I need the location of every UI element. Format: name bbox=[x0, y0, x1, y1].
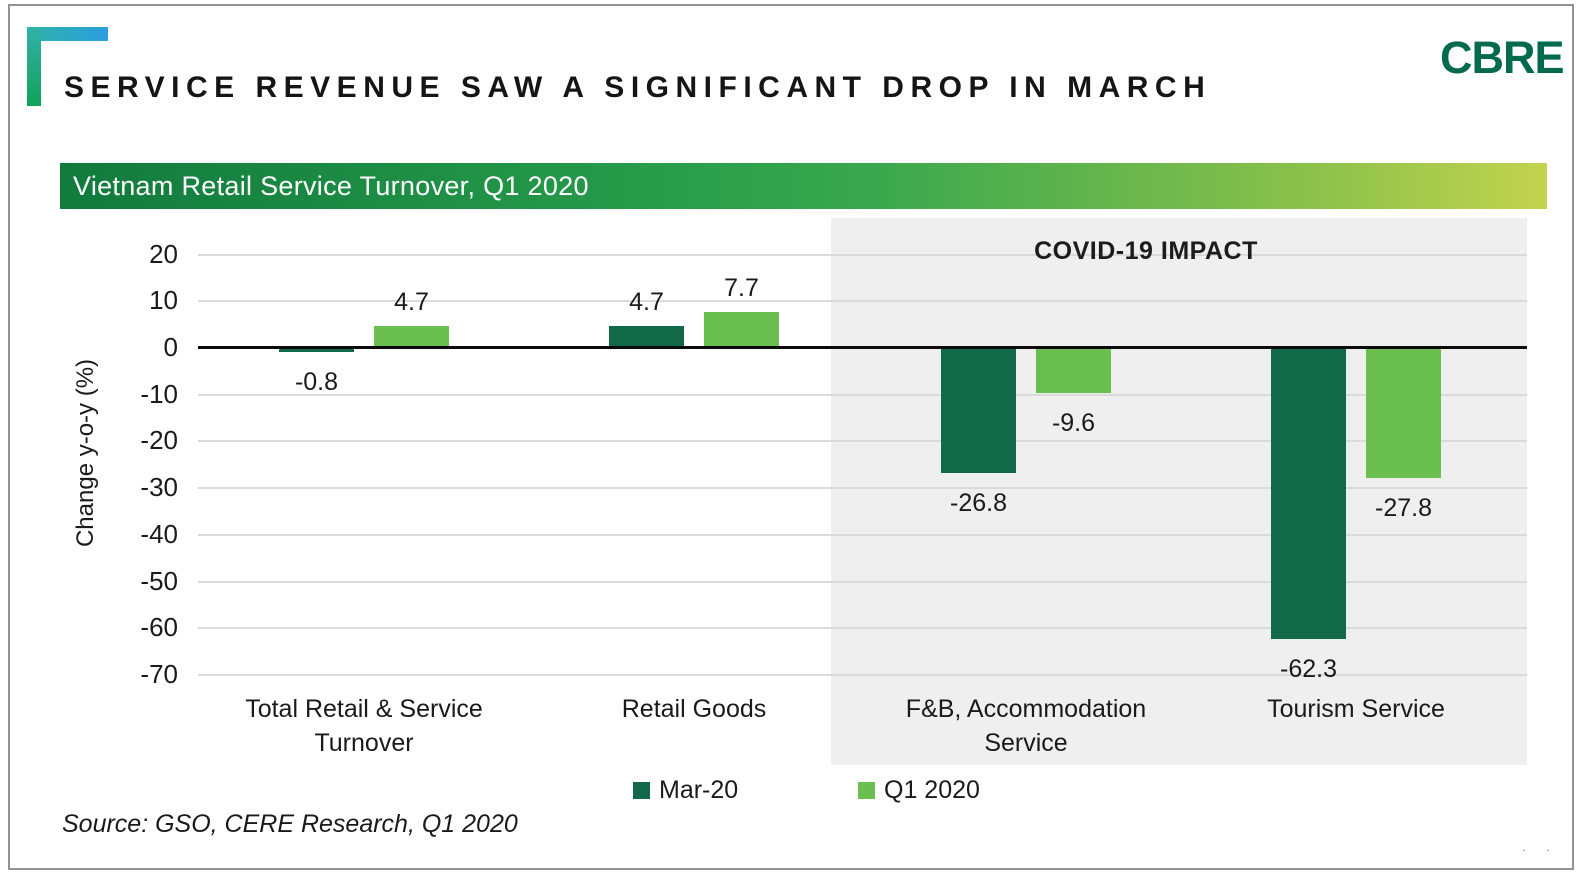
y-tick-label--40: -40 bbox=[140, 518, 178, 549]
value-label-q1-2020-cat2: -9.6 bbox=[1051, 408, 1096, 437]
bar-q1-2020-cat3 bbox=[1366, 348, 1441, 478]
x-category-label-line: Turnover bbox=[314, 729, 414, 757]
x-category-label-2: F&B, Accommodation Service bbox=[836, 692, 1216, 760]
bar-q1-2020-cat1 bbox=[704, 312, 779, 348]
x-category-label-line: Service bbox=[984, 729, 1068, 757]
x-category-label-0: Total Retail & Service Turnover bbox=[174, 692, 554, 760]
value-label-mar-20-cat1: 4.7 bbox=[629, 288, 664, 317]
x-category-label-line: Tourism Service bbox=[1267, 695, 1445, 723]
covid-impact-label: COVID-19 IMPACT bbox=[1034, 237, 1258, 265]
x-category-label-3: Tourism Service bbox=[1166, 692, 1546, 726]
value-label-q1-2020-cat0: 4.7 bbox=[394, 288, 429, 317]
y-axis-title: Change y-o-y (%) bbox=[72, 358, 99, 548]
y-tick-label--70: -70 bbox=[140, 658, 178, 689]
y-tick-label--50: -50 bbox=[140, 565, 178, 596]
y-tick-label--30: -30 bbox=[140, 472, 178, 503]
x-category-label-1: Retail Goods bbox=[504, 692, 884, 726]
covid-highlight-region bbox=[831, 218, 1527, 765]
bar-mar-20-cat3 bbox=[1271, 348, 1346, 639]
page-title: SERVICE REVENUE SAW A SIGNIFICANT DROP I… bbox=[64, 71, 1212, 104]
x-category-label-line: Total Retail & Service bbox=[245, 695, 483, 723]
gridline-10 bbox=[198, 300, 1527, 303]
bar-mar-20-cat0 bbox=[279, 348, 354, 352]
cbre-logo: CBRE bbox=[1440, 32, 1565, 83]
gridline--60 bbox=[198, 627, 1527, 630]
legend-swatch-mar-20 bbox=[633, 782, 650, 799]
value-label-mar-20-cat3: -62.3 bbox=[1280, 654, 1337, 683]
gridline--70 bbox=[198, 673, 1527, 676]
y-tick-label-20: 20 bbox=[149, 238, 178, 269]
gridline--40 bbox=[198, 533, 1527, 536]
gridline--50 bbox=[198, 580, 1527, 583]
value-label-mar-20-cat2: -26.8 bbox=[950, 489, 1007, 518]
bar-mar-20-cat1 bbox=[609, 326, 684, 348]
legend-swatch-q1-2020 bbox=[858, 782, 875, 799]
chart-title: Vietnam Retail Service Turnover, Q1 2020 bbox=[73, 171, 589, 201]
legend-label-mar-20: Mar-20 bbox=[659, 776, 739, 804]
value-label-mar-20-cat0: -0.8 bbox=[294, 367, 339, 396]
artifact-dots: · · bbox=[1522, 842, 1559, 857]
legend-item-mar-20: Mar-20 bbox=[633, 776, 738, 805]
legend-label-q1-2020: Q1 2020 bbox=[884, 776, 980, 804]
y-tick-label--60: -60 bbox=[140, 612, 178, 643]
source-note: Source: GSO, CERE Research, Q1 2020 bbox=[62, 810, 518, 838]
corner-accent-horizontal bbox=[27, 27, 108, 41]
bar-mar-20-cat2 bbox=[941, 348, 1016, 474]
gridline--30 bbox=[198, 487, 1527, 490]
x-category-label-line: F&B, Accommodation bbox=[905, 695, 1147, 723]
legend-item-q1-2020: Q1 2020 bbox=[858, 776, 980, 805]
y-tick-label-0: 0 bbox=[163, 332, 178, 362]
value-label-q1-2020-cat1: 7.7 bbox=[724, 274, 759, 303]
gridline-20 bbox=[198, 253, 1527, 256]
value-label-q1-2020-cat3: -27.8 bbox=[1375, 493, 1432, 522]
chart-title-banner: Vietnam Retail Service Turnover, Q1 2020 bbox=[60, 163, 1547, 209]
bar-q1-2020-cat2 bbox=[1036, 348, 1111, 393]
gridline--10 bbox=[198, 393, 1527, 396]
bar-q1-2020-cat0 bbox=[374, 326, 449, 348]
gridline--20 bbox=[198, 440, 1527, 443]
y-tick-label-10: 10 bbox=[149, 285, 178, 316]
corner-accent-vertical bbox=[27, 27, 41, 106]
y-tick-label--20: -20 bbox=[140, 425, 178, 456]
y-tick-label--10: -10 bbox=[140, 378, 178, 409]
x-axis-zero-line bbox=[198, 346, 1527, 349]
slide-border bbox=[8, 4, 1574, 870]
x-category-label-line: Retail Goods bbox=[621, 695, 767, 723]
